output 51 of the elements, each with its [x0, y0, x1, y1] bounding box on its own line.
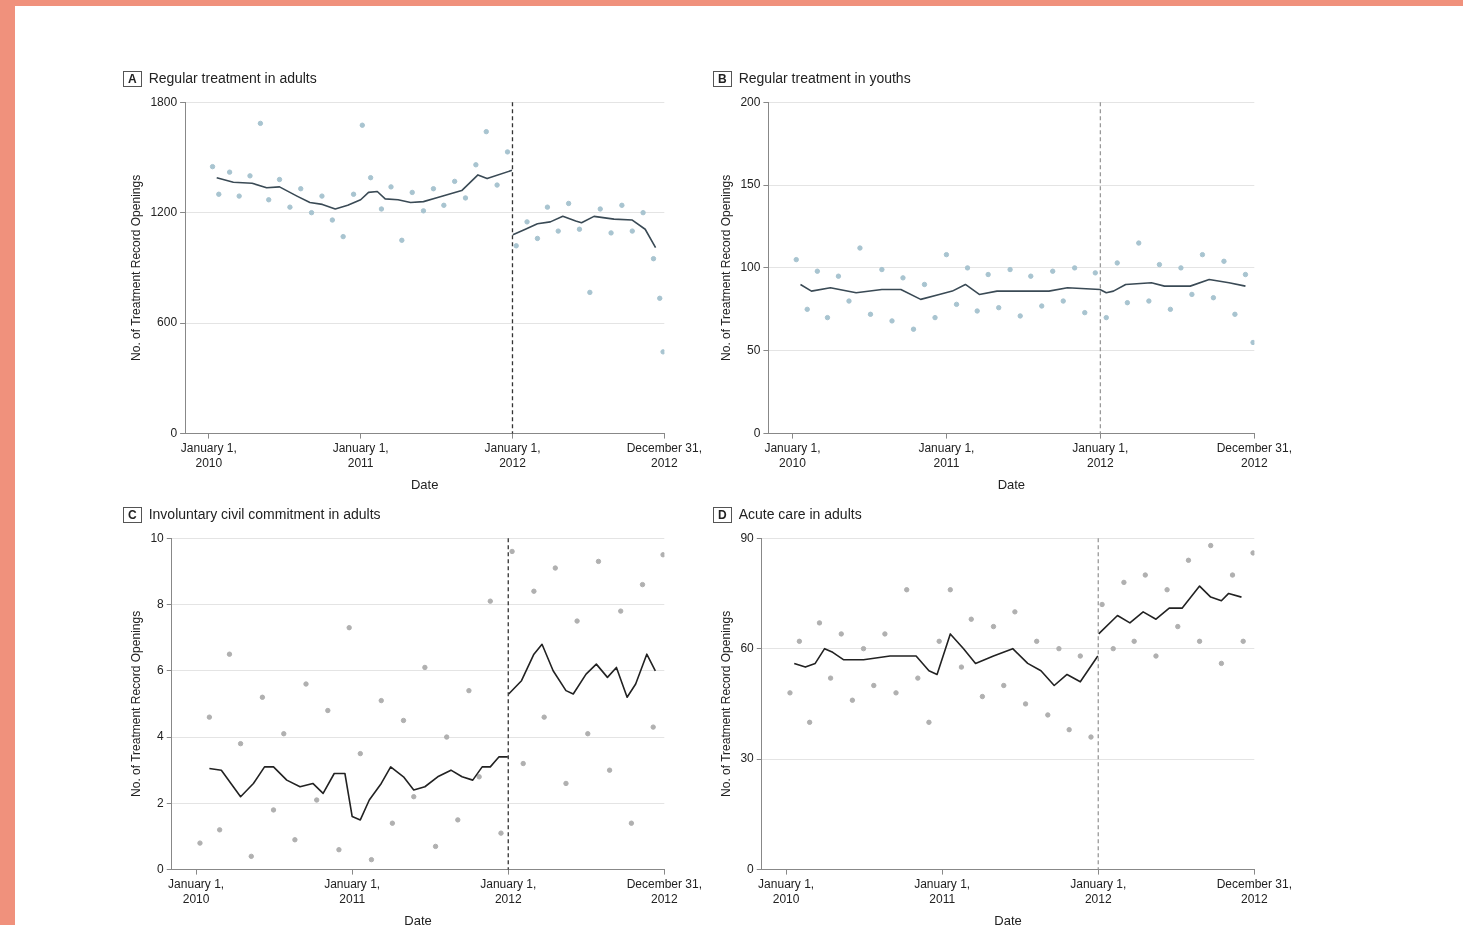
x-axis-title: Date: [404, 912, 432, 925]
y-tick-label: 0: [747, 861, 755, 876]
x-tick-label: January 1, 2012: [484, 441, 541, 470]
y-tick-label: 0: [753, 425, 761, 440]
x-tick-label: January 1, 2011: [324, 877, 381, 906]
x-tick-label: January 1, 2012: [1072, 441, 1129, 470]
y-tick-label: 0: [170, 425, 178, 440]
x-tick-label: December 31, 2012: [1216, 877, 1292, 906]
x-tick-label: January 1, 2011: [332, 441, 389, 470]
y-tick-label: 4: [157, 729, 165, 744]
y-tick-label: 60: [740, 640, 755, 655]
y-tick-label: 0: [157, 861, 165, 876]
y-axis-title: No. of Treatment Record Openings: [718, 174, 733, 361]
x-tick-label: January 1, 2011: [914, 877, 971, 906]
y-tick-label: 90: [740, 530, 755, 545]
y-tick-label: 100: [740, 260, 761, 275]
y-tick-label: 2: [157, 795, 165, 810]
x-tick-label: January 1, 2010: [758, 877, 815, 906]
y-axis-title: No. of Treatment Record Openings: [128, 610, 143, 797]
y-axis-title: No. of Treatment Record Openings: [718, 610, 733, 797]
x-tick-label: January 1, 2010: [180, 441, 237, 470]
chart-title: Involuntary civil commitment in adults: [148, 506, 381, 522]
x-tick-label: January 1, 2012: [480, 877, 537, 906]
y-axis-title: No. of Treatment Record Openings: [128, 174, 143, 361]
y-tick-label: 50: [747, 343, 761, 358]
y-tick-label: 10: [150, 530, 165, 545]
text: D: [713, 507, 732, 523]
y-tick-label: 600: [157, 315, 178, 330]
chart-title: Regular treatment in youths: [738, 70, 911, 86]
y-tick-label: 8: [157, 596, 165, 611]
x-tick-label: January 1, 2011: [918, 441, 975, 470]
x-tick-label: January 1, 2012: [1070, 877, 1127, 906]
y-tick-label: 30: [740, 751, 755, 766]
y-tick-label: 1200: [150, 204, 178, 219]
y-tick-label: 6: [157, 663, 165, 678]
x-tick-label: December 31, 2012: [1216, 441, 1292, 470]
y-tick-label: 200: [740, 94, 761, 109]
text: A: [123, 71, 142, 87]
x-tick-label: December 31, 2012: [626, 877, 702, 906]
chart-title: Acute care in adults: [738, 506, 862, 522]
x-tick-label: January 1, 2010: [764, 441, 821, 470]
x-tick-label: December 31, 2012: [626, 441, 702, 470]
text: B: [713, 71, 732, 87]
y-tick-label: 1800: [150, 94, 178, 109]
x-axis-title: Date: [410, 476, 439, 492]
x-axis-title: Date: [997, 476, 1026, 492]
y-tick-label: 150: [740, 177, 761, 192]
text: C: [123, 507, 142, 523]
x-tick-label: January 1, 2010: [168, 877, 225, 906]
x-axis-title: Date: [994, 912, 1022, 925]
chart-title: Regular treatment in adults: [148, 70, 317, 86]
